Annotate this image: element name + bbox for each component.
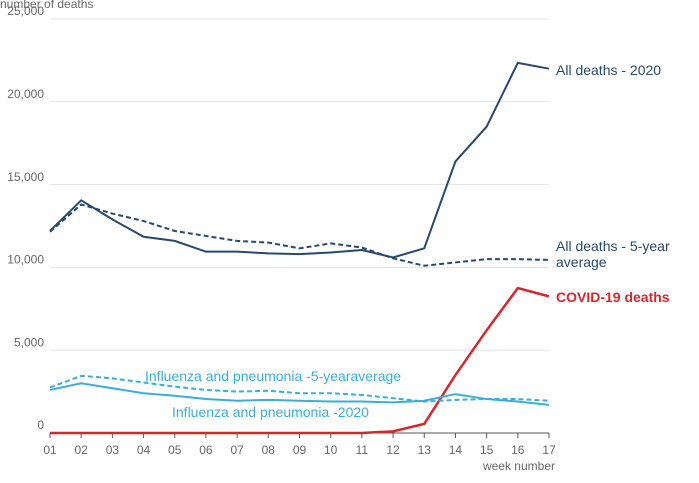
x-tick-label: 09 <box>293 443 307 457</box>
x-tick-label: 13 <box>418 443 432 457</box>
x-tick-label: 06 <box>199 443 213 457</box>
series-label: Influenza and pneumonia -2020 <box>172 404 369 420</box>
x-tick-label: 08 <box>262 443 276 457</box>
x-tick-label: 14 <box>449 443 463 457</box>
series-line <box>49 374 550 403</box>
series-label: All deaths - 5-year average <box>556 238 670 270</box>
x-axis-label: week number <box>482 459 555 473</box>
y-tick-label: 10,000 <box>7 253 44 267</box>
x-tick-label: 11 <box>356 443 369 457</box>
series-line <box>49 61 550 259</box>
x-tick-label: 10 <box>324 443 338 457</box>
y-tick-label: 0 <box>37 418 44 432</box>
series-line <box>50 286 550 435</box>
y-tick-label: 20,000 <box>7 87 44 101</box>
y-tick-label: 5,000 <box>14 335 44 349</box>
x-tick-label: 02 <box>75 443 89 457</box>
x-tick-label: 16 <box>511 443 525 457</box>
y-tick-label: 25,000 <box>7 4 44 18</box>
x-tick-label: 04 <box>137 443 151 457</box>
x-tick-label: 17 <box>542 443 556 457</box>
x-tick-label: 15 <box>480 443 494 457</box>
series-label: All deaths - 2020 <box>556 62 662 78</box>
x-tick-label: 07 <box>230 443 244 457</box>
series-label: COVID-19 deaths <box>556 289 670 305</box>
x-tick-label: 03 <box>106 443 120 457</box>
y-tick-label: 15,000 <box>7 170 44 184</box>
x-tick-label: 01 <box>43 443 57 457</box>
series-label: Influenza and pneumonia -5-yearaverage <box>145 368 402 384</box>
x-tick-label: 12 <box>386 443 400 457</box>
y-axis-label: number of deaths <box>0 0 93 11</box>
series-line <box>49 203 550 267</box>
series-line <box>49 382 550 406</box>
x-tick-label: 05 <box>168 443 182 457</box>
